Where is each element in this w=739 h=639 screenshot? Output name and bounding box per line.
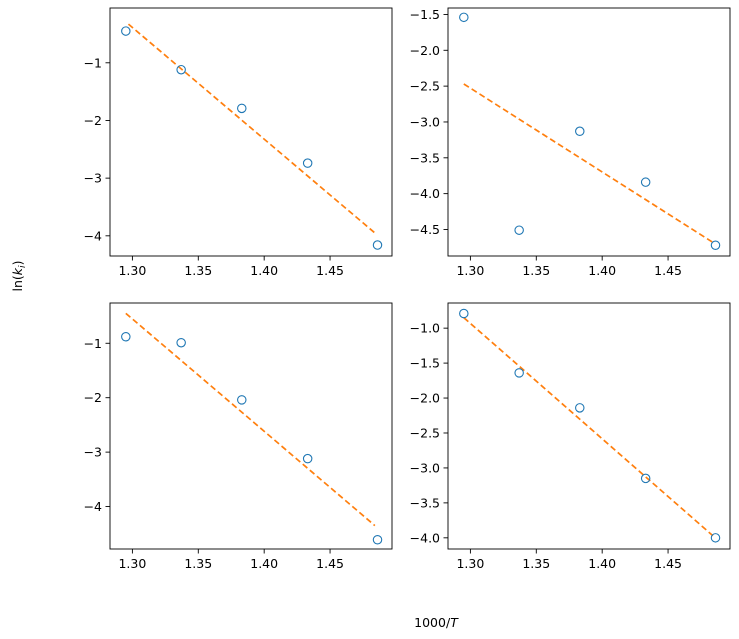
x-tick-label: 1.30 <box>118 556 146 571</box>
y-tick-label: −4 <box>84 499 102 514</box>
y-tick-label: −1.5 <box>410 356 440 371</box>
data-point <box>237 395 247 405</box>
y-tick-label: −1.5 <box>410 7 440 22</box>
y-axis-label: ln(ki) <box>10 261 28 292</box>
axes-frame <box>447 302 731 550</box>
y-tick-label: −4 <box>84 228 102 243</box>
y-tick-label: −2 <box>84 390 102 405</box>
x-tick-label: 1.40 <box>250 556 278 571</box>
y-tick-label: −1.0 <box>410 321 440 336</box>
y-tick-label: −3.5 <box>410 495 440 510</box>
data-point <box>459 12 469 23</box>
x-tick-label: 1.30 <box>118 263 146 278</box>
data-point <box>302 453 313 464</box>
x-tick-label: 1.45 <box>316 556 344 571</box>
data-point <box>176 337 186 348</box>
data-point <box>121 331 131 342</box>
fit-line <box>127 23 376 234</box>
y-tick-label: −3.5 <box>410 150 440 165</box>
data-point <box>575 126 585 137</box>
y-tick-label: −3 <box>84 171 102 186</box>
y-tick-label: −2.5 <box>410 79 440 94</box>
x-tick-label: 1.35 <box>522 556 550 571</box>
y-tick-label: −2 <box>84 113 102 128</box>
x-tick-label: 1.45 <box>316 263 344 278</box>
y-tick-label: −3 <box>84 445 102 460</box>
y-tick-label: −3.0 <box>410 460 440 475</box>
data-point <box>302 158 313 168</box>
y-tick-label: −2.0 <box>410 43 440 58</box>
fit-line <box>463 83 714 244</box>
data-point <box>372 534 383 545</box>
y-tick-label: −1 <box>84 55 102 70</box>
data-point <box>514 225 524 235</box>
subplot-3: 1.30 1.35 1.40 1.45 −1 −2 −3 −4 <box>84 302 393 571</box>
y-tick-label: −2.0 <box>410 391 440 406</box>
fit-line <box>125 312 376 527</box>
y-tick-label: −4.0 <box>410 186 440 201</box>
axes-frame <box>447 7 731 257</box>
data-point <box>710 533 721 543</box>
y-tick-label: −1 <box>84 336 102 351</box>
data-point <box>710 240 721 250</box>
data-point <box>575 403 585 413</box>
x-tick-label: 1.40 <box>588 556 616 571</box>
data-point <box>459 308 469 319</box>
x-axis-label: 1000/T <box>414 615 459 630</box>
subplot-2: 1.30 1.35 1.40 1.45 −1.5 −2.0 −2.5 −3.0 −3.5 −4.0… <box>410 7 731 278</box>
x-tick-label: 1.40 <box>250 263 278 278</box>
x-tick-label: 1.35 <box>184 556 212 571</box>
y-tick-label: −3.0 <box>410 114 440 129</box>
data-point <box>176 64 186 75</box>
data-point <box>372 240 383 250</box>
axes-frame <box>109 302 393 550</box>
axes-frame <box>109 7 393 257</box>
x-tick-label: 1.30 <box>456 263 484 278</box>
x-tick-label: 1.40 <box>588 263 616 278</box>
x-tick-label: 1.35 <box>184 263 212 278</box>
data-point <box>121 26 131 36</box>
subplots: 1.30 1.35 1.40 1.45 −1 −2 −3 −4 1.30 1.35 1.40 1.45… <box>84 7 731 571</box>
y-tick-label: −4.0 <box>410 530 440 545</box>
subplot-1: 1.30 1.35 1.40 1.45 −1 −2 −3 −4 <box>84 7 393 278</box>
data-point <box>640 177 651 187</box>
data-point <box>640 473 651 484</box>
x-tick-label: 1.35 <box>522 263 550 278</box>
data-point <box>514 368 524 378</box>
y-tick-label: −4.5 <box>410 222 440 237</box>
x-tick-label: 1.45 <box>654 263 682 278</box>
data-point <box>237 103 247 114</box>
x-tick-label: 1.45 <box>654 556 682 571</box>
y-tick-label: −2.5 <box>410 425 440 440</box>
subplot-4: 1.30 1.35 1.40 1.45 −1.0 −1.5 −2.0 −2.5 −3.0 −3.5… <box>410 302 731 571</box>
x-tick-label: 1.30 <box>456 556 484 571</box>
